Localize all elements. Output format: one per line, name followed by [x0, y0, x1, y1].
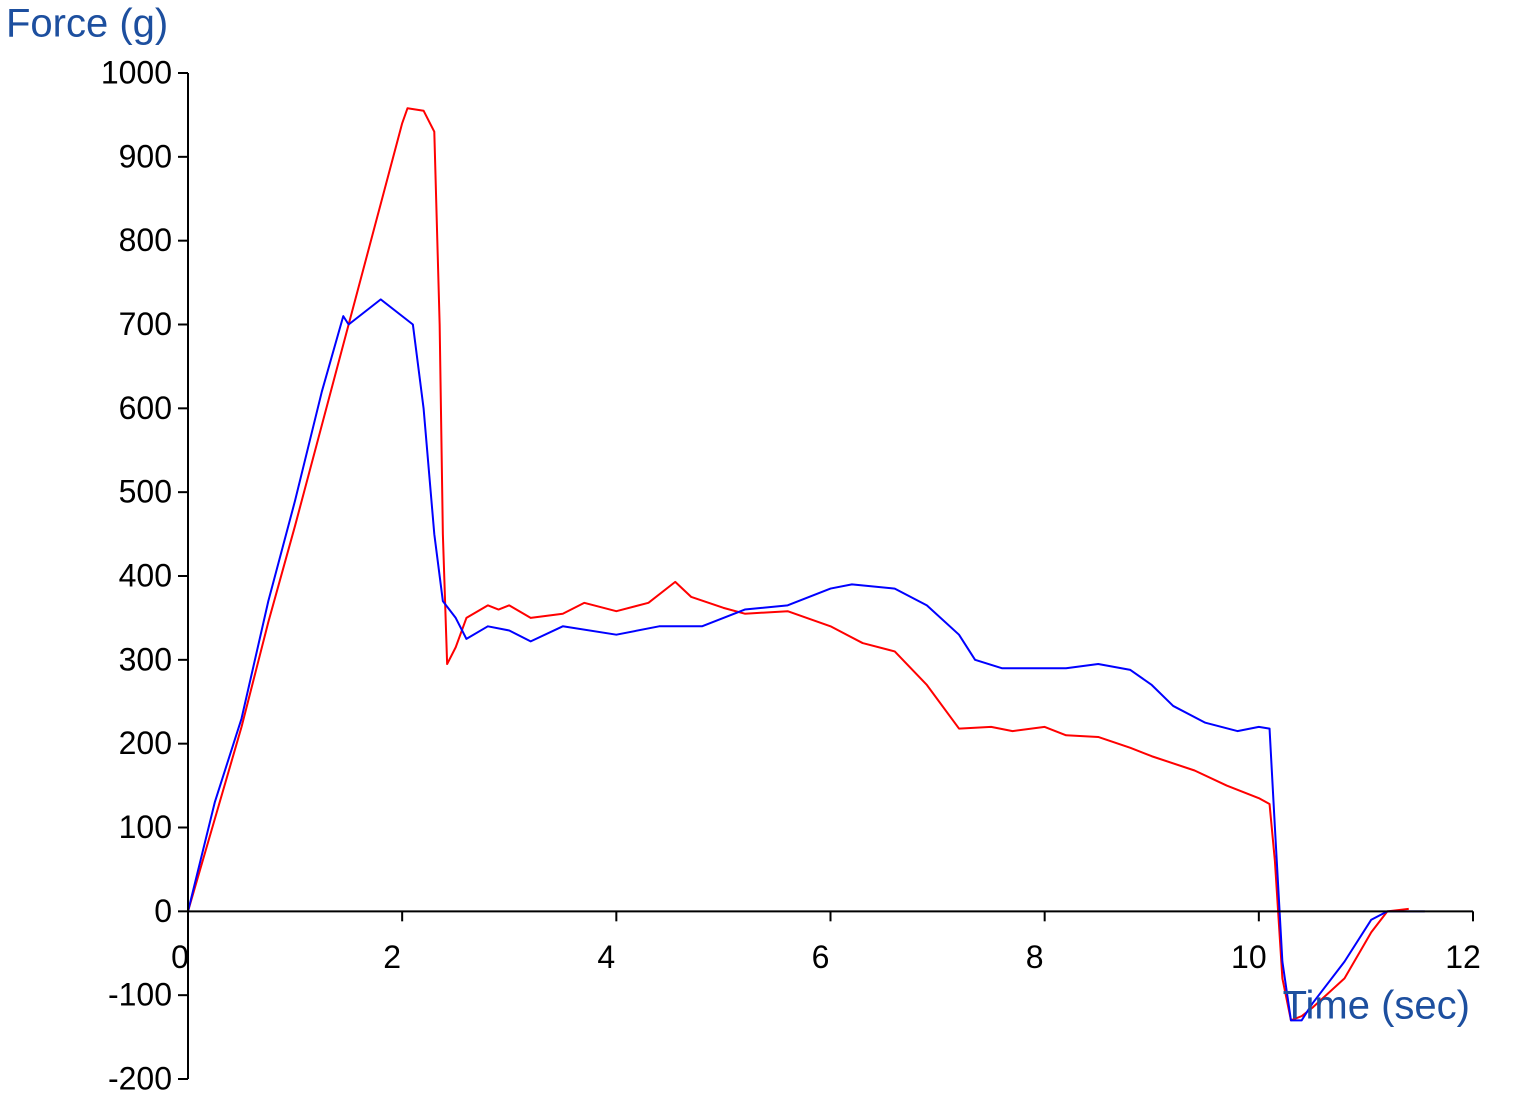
- y-tick-label: 0: [154, 893, 172, 929]
- x-tick-label: 6: [812, 939, 830, 975]
- y-tick-label: 800: [119, 222, 172, 258]
- y-tick-label: 300: [119, 641, 172, 677]
- x-tick-label: 8: [1026, 939, 1044, 975]
- y-tick-label: 500: [119, 474, 172, 510]
- y-tick-label: 900: [119, 138, 172, 174]
- y-tick-label: 200: [119, 725, 172, 761]
- x-tick-label: 4: [597, 939, 615, 975]
- y-tick-label: 600: [119, 390, 172, 426]
- x-tick-label: 0: [171, 939, 189, 975]
- y-tick-label: 400: [119, 557, 172, 593]
- data-line: [187, 298, 1425, 1022]
- data-line: [187, 107, 1409, 1022]
- y-axis-title: Force (g): [6, 2, 168, 46]
- y-tick-label: -200: [108, 1060, 172, 1096]
- y-tick-label: 100: [119, 809, 172, 845]
- x-tick-label: 2: [383, 939, 401, 975]
- x-tick-label: 10: [1231, 939, 1267, 975]
- x-tick-label: 12: [1445, 939, 1481, 975]
- x-axis-title: Time (sec): [1283, 984, 1470, 1028]
- y-tick-label: -100: [108, 977, 172, 1013]
- y-tick-label: 700: [119, 306, 172, 342]
- y-tick-label: 1000: [101, 54, 172, 90]
